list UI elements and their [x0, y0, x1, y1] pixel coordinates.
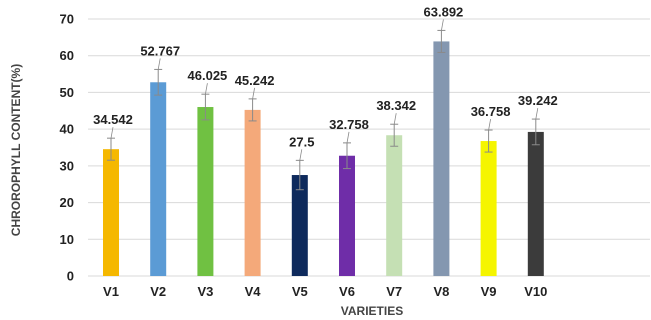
y-tick-label: 50 — [60, 85, 74, 100]
data-labels: 34.542 52.767 46.025 45.242 27.5 32.758 38.342… — [93, 4, 558, 149]
x-tick-label-v7: V7 — [386, 284, 402, 299]
data-label-v6: 32.758 — [329, 117, 369, 132]
bar-v3 — [197, 107, 214, 277]
bar-v10 — [527, 131, 544, 276]
x-tick-label-v1: V1 — [103, 284, 119, 299]
x-axis-title: VARIETIES — [341, 304, 403, 318]
bar-v9 — [480, 141, 497, 276]
data-label-v10: 39.242 — [518, 93, 558, 108]
data-label-v7: 38.342 — [376, 98, 416, 113]
y-tick-label: 60 — [60, 48, 74, 63]
data-label-v2: 52.767 — [140, 43, 180, 58]
x-tick-label-v8: V8 — [433, 284, 449, 299]
x-tick-label-v9: V9 — [481, 284, 497, 299]
y-tick-label: 40 — [60, 122, 74, 137]
bar-v1 — [103, 149, 119, 276]
label-leader-line — [488, 118, 491, 131]
bar-v6 — [339, 155, 355, 276]
data-label-v1: 34.542 — [93, 112, 133, 127]
x-tick-label-v2: V2 — [150, 284, 166, 299]
bar-v8 — [433, 41, 450, 277]
label-leader-line — [441, 19, 444, 31]
bar-v5 — [291, 175, 308, 276]
x-tick-label-v3: V3 — [197, 284, 213, 299]
bar-v7 — [386, 135, 403, 276]
y-axis-ticks: 0 10 20 30 40 50 60 70 — [60, 12, 74, 284]
x-tick-label-v5: V5 — [292, 284, 308, 299]
y-tick-label: 30 — [60, 158, 74, 173]
error-bars — [107, 19, 540, 191]
y-tick-label: 70 — [60, 12, 74, 27]
data-label-v9: 36.758 — [471, 104, 511, 119]
bar-v2 — [150, 82, 167, 276]
data-label-v8: 63.892 — [424, 4, 464, 19]
bar-v4 — [244, 109, 261, 276]
x-tick-label-v4: V4 — [245, 284, 262, 299]
data-label-v4: 45.242 — [235, 73, 275, 88]
label-leader-line — [393, 113, 397, 125]
bars — [103, 41, 544, 277]
x-tick-label-v6: V6 — [339, 284, 355, 299]
label-leader-line — [157, 58, 161, 70]
label-leader-line — [299, 149, 303, 161]
x-axis-ticks: V1 V2 V3 V4 V5 V6 V7 V8 V9 V10 — [103, 284, 547, 299]
y-tick-label: 10 — [60, 232, 74, 247]
label-leader-line — [205, 83, 208, 95]
y-tick-label: 0 — [67, 269, 74, 284]
data-label-v5: 27.5 — [289, 134, 314, 149]
label-leader-line — [110, 127, 114, 139]
data-label-v3: 46.025 — [188, 68, 228, 83]
y-tick-label: 20 — [60, 195, 74, 210]
label-leader-line — [346, 131, 350, 143]
gridlines — [88, 18, 650, 277]
x-tick-label-v10: V10 — [524, 284, 547, 299]
label-leader-line — [535, 108, 539, 120]
y-axis-title: CHROROPHYLL CONTENT(%) — [9, 64, 23, 236]
label-leader-line — [252, 87, 255, 99]
